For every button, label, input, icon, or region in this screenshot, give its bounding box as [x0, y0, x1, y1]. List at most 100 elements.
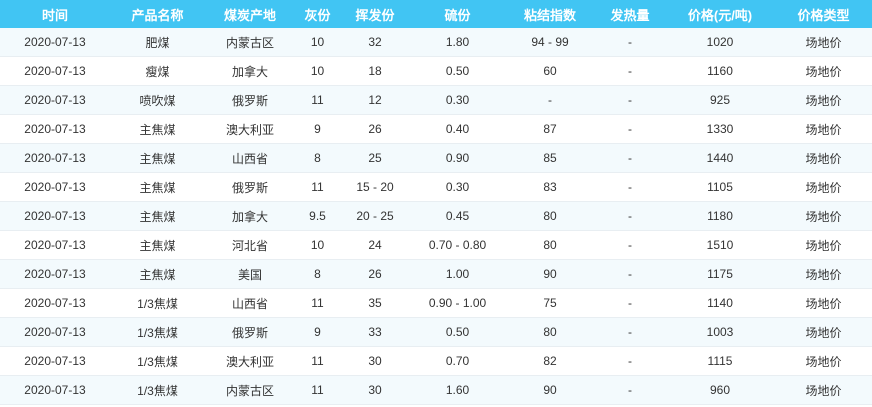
cell-sulfur: 0.40 — [410, 114, 505, 144]
cell-price-type: 场地价 — [775, 317, 872, 347]
cell-price: 1510 — [665, 230, 775, 260]
cell-caking-index: 85 — [505, 143, 595, 173]
cell-origin: 加拿大 — [205, 201, 295, 231]
cell-origin: 山西省 — [205, 143, 295, 173]
cell-price: 1003 — [665, 317, 775, 347]
cell-date: 2020-07-13 — [0, 375, 110, 405]
header-sulfur[interactable]: 硫份 — [410, 0, 505, 28]
cell-price: 1115 — [665, 346, 775, 376]
table-row: 2020-07-13 主焦煤 山西省 8 25 0.90 85-1440 场地价 — [0, 143, 872, 173]
table-row: 2020-07-13 1/3焦煤 俄罗斯 9 33 0.50 80-1003 场地价 — [0, 317, 872, 347]
cell-sulfur: 1.00 — [410, 259, 505, 289]
cell-ash: 9 — [295, 317, 340, 347]
cell-date: 2020-07-13 — [0, 114, 110, 144]
cell-sulfur: 0.90 — [410, 143, 505, 173]
cell-price: 1175 — [665, 259, 775, 289]
cell-price-type: 场地价 — [775, 143, 872, 173]
cell-ash: 11 — [295, 172, 340, 202]
cell-price: 1440 — [665, 143, 775, 173]
header-caking-index[interactable]: 粘结指数 — [505, 0, 595, 28]
cell-price: 1330 — [665, 114, 775, 144]
cell-caking-index: 90 — [505, 259, 595, 289]
header-date[interactable]: 时间 — [0, 0, 110, 28]
cell-caking-index: 87 — [505, 114, 595, 144]
cell-origin: 俄罗斯 — [205, 85, 295, 115]
cell-ash: 10 — [295, 56, 340, 86]
cell-caking-index: 80 — [505, 201, 595, 231]
cell-ash: 11 — [295, 288, 340, 318]
cell-origin: 澳大利亚 — [205, 346, 295, 376]
table-row: 2020-07-13 主焦煤 美国 8 26 1.00 90-1175 场地价 — [0, 259, 872, 289]
cell-volatile: 30 — [340, 375, 410, 405]
cell-product-name: 主焦煤 — [110, 172, 205, 202]
cell-calorific-value: - — [595, 259, 665, 289]
cell-price-type: 场地价 — [775, 375, 872, 405]
cell-volatile: 18 — [340, 56, 410, 86]
cell-origin: 美国 — [205, 259, 295, 289]
table-body: 2020-07-13 肥煤 内蒙古区 10 32 1.80 94 - 99-1020 场地价 2… — [0, 28, 872, 405]
cell-price-type: 场地价 — [775, 346, 872, 376]
cell-date: 2020-07-13 — [0, 230, 110, 260]
cell-origin: 内蒙古区 — [205, 28, 295, 57]
header-volatile[interactable]: 挥发份 — [340, 0, 410, 28]
cell-calorific-value: - — [595, 114, 665, 144]
cell-date: 2020-07-13 — [0, 85, 110, 115]
cell-caking-index: 80 — [505, 317, 595, 347]
cell-origin: 澳大利亚 — [205, 114, 295, 144]
cell-ash: 11 — [295, 85, 340, 115]
cell-price-type: 场地价 — [775, 288, 872, 318]
table-row: 2020-07-13 主焦煤 加拿大 9.5 20 - 25 0.45 80-1180 场地价 — [0, 201, 872, 231]
cell-product-name: 瘦煤 — [110, 56, 205, 86]
cell-volatile: 26 — [340, 114, 410, 144]
cell-sulfur: 1.80 — [410, 28, 505, 57]
cell-ash: 11 — [295, 375, 340, 405]
table-row: 2020-07-13 主焦煤 俄罗斯 11 15 - 20 0.30 83-1105 场地价 — [0, 172, 872, 202]
cell-date: 2020-07-13 — [0, 28, 110, 57]
cell-volatile: 20 - 25 — [340, 201, 410, 231]
cell-price: 925 — [665, 85, 775, 115]
cell-price: 1160 — [665, 56, 775, 86]
cell-ash: 9 — [295, 114, 340, 144]
cell-calorific-value: - — [595, 85, 665, 115]
header-ash[interactable]: 灰份 — [295, 0, 340, 28]
cell-ash: 10 — [295, 230, 340, 260]
cell-product-name: 主焦煤 — [110, 114, 205, 144]
cell-caking-index: 60 — [505, 56, 595, 86]
header-calorific-value[interactable]: 发热量 — [595, 0, 665, 28]
table-row: 2020-07-13 1/3焦煤 内蒙古区 11 30 1.60 90-960 场地价 — [0, 375, 872, 405]
cell-date: 2020-07-13 — [0, 56, 110, 86]
cell-calorific-value: - — [595, 172, 665, 202]
cell-calorific-value: - — [595, 288, 665, 318]
cell-volatile: 15 - 20 — [340, 172, 410, 202]
cell-price-type: 场地价 — [775, 259, 872, 289]
cell-calorific-value: - — [595, 230, 665, 260]
cell-calorific-value: - — [595, 143, 665, 173]
cell-calorific-value: - — [595, 375, 665, 405]
cell-ash: 10 — [295, 28, 340, 57]
cell-price: 960 — [665, 375, 775, 405]
header-price-type[interactable]: 价格类型 — [775, 0, 872, 28]
table-header: 时间 产品名称 煤炭产地 灰份 挥发份 硫份 粘结指数 发热量 价格(元/吨) 价格类型 — [0, 0, 872, 28]
table-row: 2020-07-13 主焦煤 河北省 10 24 0.70 - 0.80 80-1510 场地… — [0, 230, 872, 260]
cell-volatile: 26 — [340, 259, 410, 289]
header-price[interactable]: 价格(元/吨) — [665, 0, 775, 28]
cell-date: 2020-07-13 — [0, 288, 110, 318]
cell-sulfur: 0.45 — [410, 201, 505, 231]
header-origin[interactable]: 煤炭产地 — [205, 0, 295, 28]
cell-date: 2020-07-13 — [0, 143, 110, 173]
cell-price: 1140 — [665, 288, 775, 318]
cell-origin: 山西省 — [205, 288, 295, 318]
header-product-name[interactable]: 产品名称 — [110, 0, 205, 28]
cell-price-type: 场地价 — [775, 172, 872, 202]
cell-product-name: 1/3焦煤 — [110, 317, 205, 347]
cell-date: 2020-07-13 — [0, 317, 110, 347]
table-row: 2020-07-13 喷吹煤 俄罗斯 11 12 0.30- -925 场地价 — [0, 85, 872, 115]
cell-ash: 8 — [295, 259, 340, 289]
cell-origin: 加拿大 — [205, 56, 295, 86]
cell-caking-index: 80 — [505, 230, 595, 260]
cell-price: 1105 — [665, 172, 775, 202]
cell-product-name: 肥煤 — [110, 28, 205, 57]
cell-origin: 俄罗斯 — [205, 317, 295, 347]
cell-sulfur: 0.50 — [410, 317, 505, 347]
